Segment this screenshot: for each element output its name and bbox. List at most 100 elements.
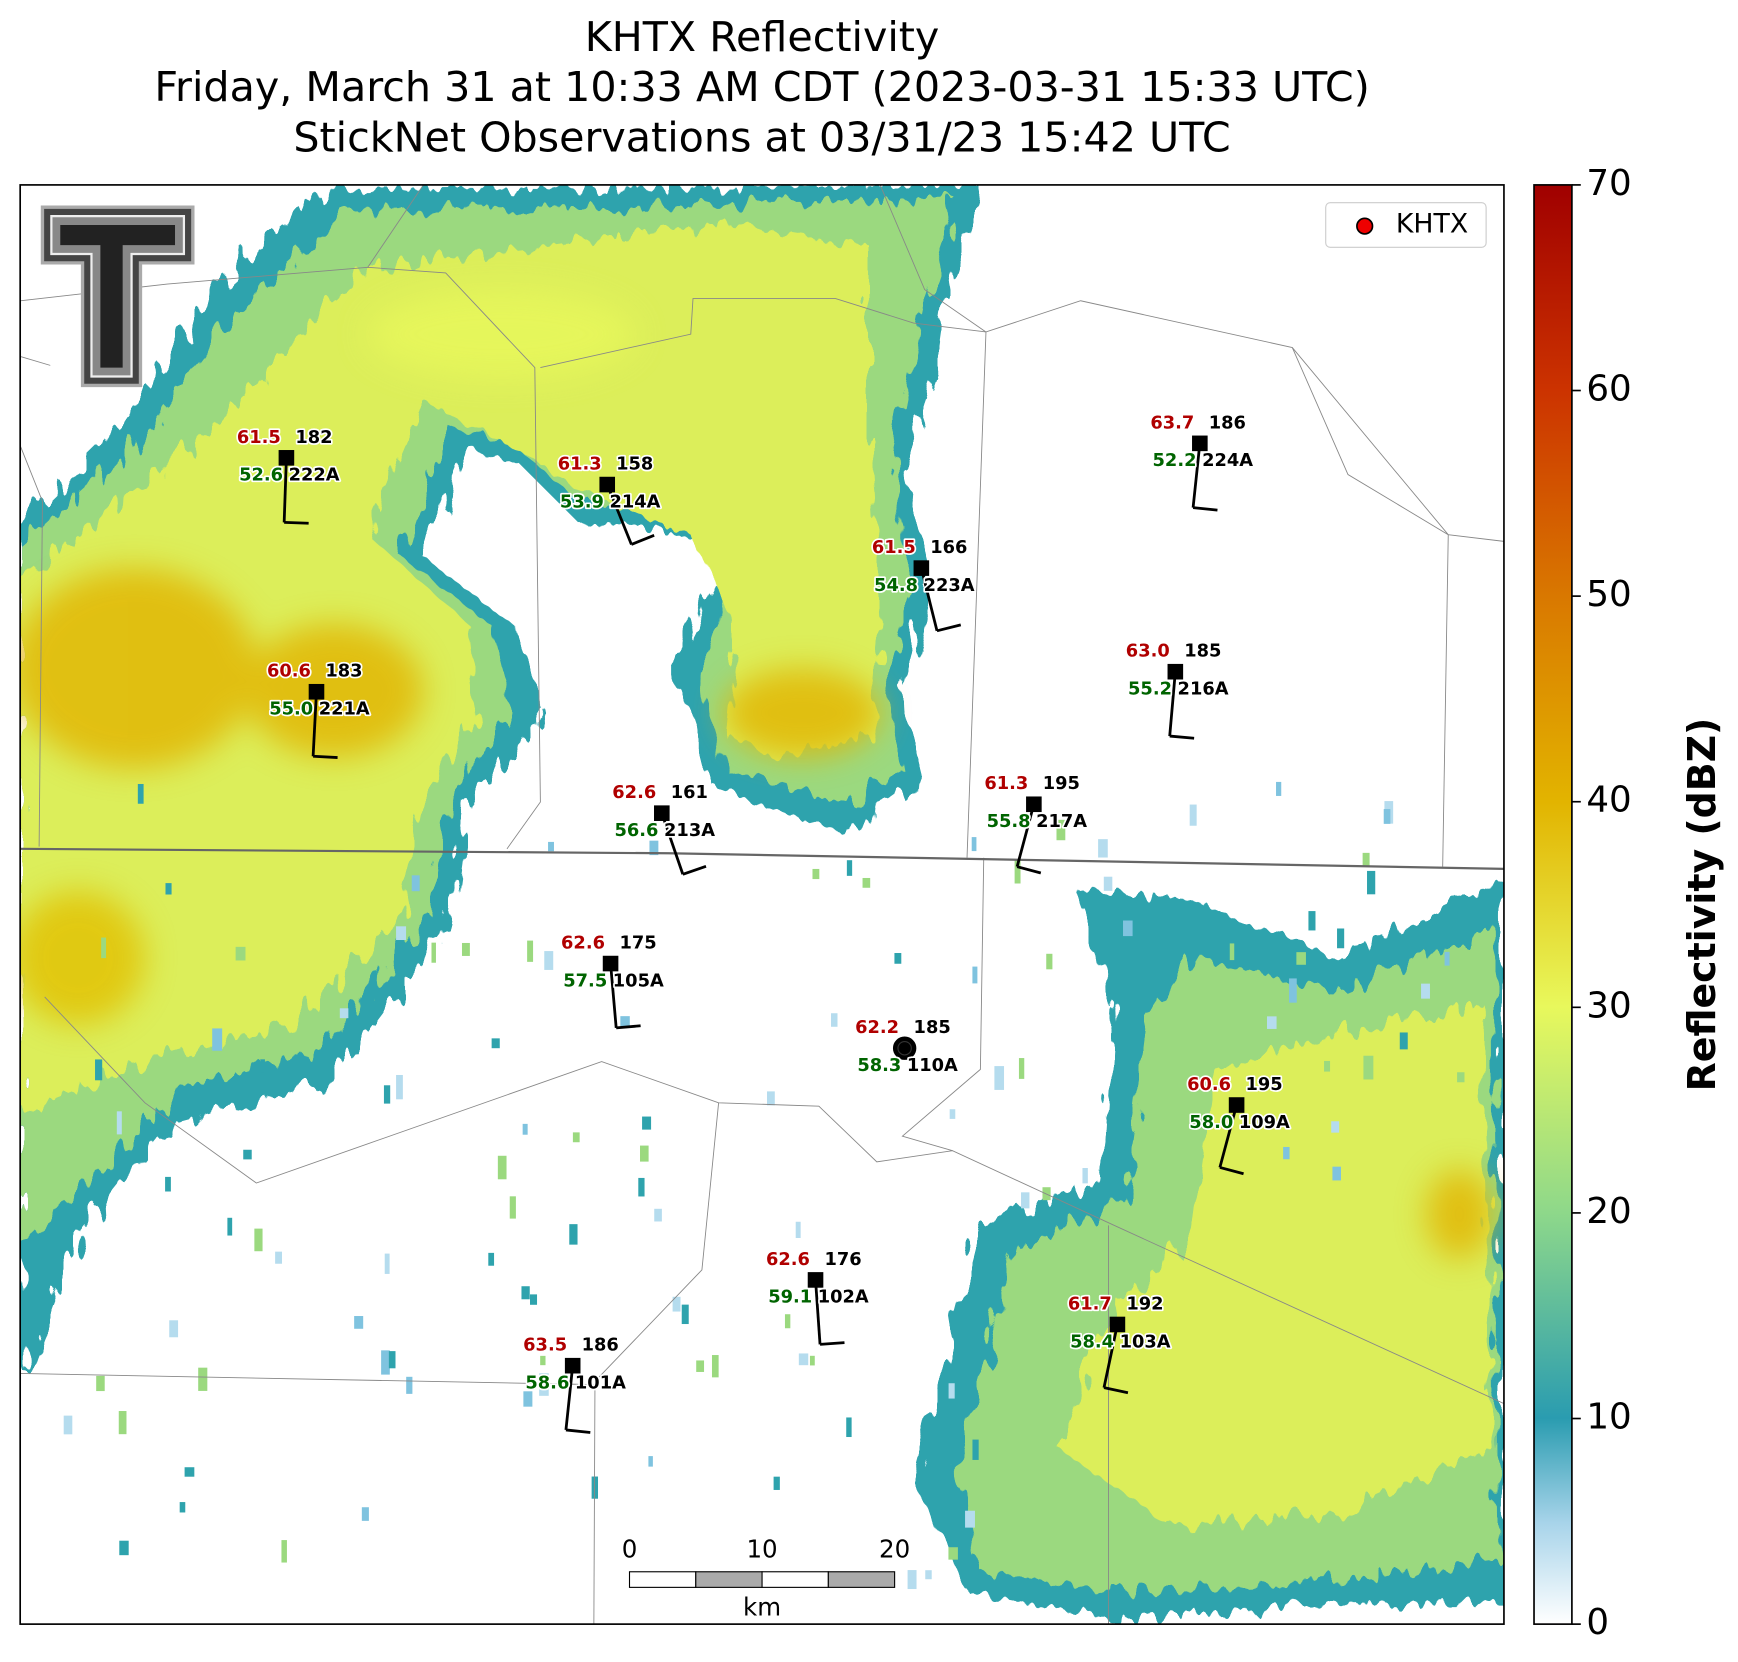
station-id: 214A	[609, 491, 660, 512]
reflectivity-core	[20, 289, 1493, 1259]
station-id: 109A	[1239, 1112, 1290, 1133]
speck	[361, 1507, 369, 1521]
wind-direction: 195	[1246, 1074, 1283, 1095]
speck	[522, 1123, 528, 1135]
temperature: 62.6	[766, 1249, 810, 1270]
scale-segment	[761, 1571, 829, 1588]
stations: 61.5 182 52.6 222A 61.3 158 53.9 214A 63.7 186 52.…	[235, 411, 1292, 1434]
wind-barb	[564, 1365, 575, 1431]
dewpoint: 58.3	[857, 1055, 901, 1076]
speck	[281, 1540, 287, 1563]
speck	[907, 1570, 917, 1590]
speck	[491, 1038, 500, 1049]
speck	[1363, 1055, 1374, 1080]
title-line: KHTX Reflectivity	[585, 13, 940, 61]
scale-tick-label: 20	[879, 1535, 910, 1564]
speck	[1332, 1166, 1341, 1181]
speck	[994, 1066, 1005, 1090]
speck	[925, 1570, 932, 1580]
speck	[1267, 1016, 1277, 1029]
speck	[638, 1177, 645, 1197]
station-marker	[564, 1357, 581, 1374]
calm-ring	[897, 1040, 912, 1056]
dewpoint: 58.6	[525, 1373, 569, 1394]
speck	[431, 942, 436, 963]
temperature: 62.2	[855, 1017, 899, 1038]
speck	[212, 1028, 223, 1051]
dewpoint: 58.0	[1189, 1112, 1233, 1133]
speck	[1276, 781, 1282, 796]
station-id: 224A	[1202, 450, 1253, 471]
dewpoint: 55.8	[987, 811, 1031, 832]
dewpoint: 57.5	[563, 970, 607, 991]
wind-barb-flag	[936, 623, 962, 633]
speck	[523, 1391, 533, 1407]
speck	[383, 1085, 391, 1104]
speck	[948, 1547, 958, 1560]
dewpoint: 55.0	[269, 699, 313, 720]
wind-barb-flag	[1016, 865, 1042, 875]
speck	[972, 1439, 979, 1460]
speck	[179, 1502, 186, 1513]
speck	[971, 837, 977, 852]
speck	[1399, 1032, 1408, 1050]
dewpoint: 54.8	[874, 575, 918, 596]
speck	[1331, 1121, 1340, 1133]
speck	[620, 1016, 630, 1028]
speck	[1018, 1058, 1025, 1079]
speck	[95, 1059, 103, 1081]
station-marker	[654, 805, 670, 821]
speck	[767, 1091, 775, 1106]
dewpoint: 56.6	[615, 820, 659, 841]
wind-barb	[311, 691, 318, 757]
station-marker	[1228, 1097, 1245, 1113]
speck	[396, 1074, 403, 1100]
station-marker	[807, 1272, 824, 1288]
station-id: 105A	[613, 970, 664, 991]
speck	[527, 940, 534, 962]
station-id: 110A	[907, 1055, 958, 1076]
speck	[1383, 809, 1391, 824]
colorbar	[1533, 184, 1573, 1625]
legend-marker	[1356, 217, 1374, 235]
speck	[681, 1304, 689, 1325]
speck	[260, 1059, 265, 1073]
speck	[846, 1417, 852, 1438]
colorbar-tick-label: 60	[1586, 369, 1631, 410]
wind-barb	[1218, 1104, 1238, 1168]
wind-barb	[1015, 803, 1036, 868]
speck	[798, 1353, 809, 1366]
temperature: 61.5	[872, 537, 916, 558]
scale-tick-label: 10	[746, 1535, 777, 1564]
speck	[1367, 870, 1376, 895]
station-id: 103A	[1120, 1331, 1171, 1352]
title: KHTX Reflectivity Friday, March 31 at 10…	[154, 13, 1369, 161]
speck	[812, 868, 820, 880]
wind-barb-flag	[284, 521, 309, 525]
speck	[1082, 1168, 1088, 1184]
scale-bar: km 0 10 20	[622, 1535, 911, 1622]
speck	[381, 1350, 390, 1375]
colorbar-tick-label: 0	[1586, 1602, 1609, 1643]
wind-barb-flag	[682, 864, 707, 876]
speck	[521, 1286, 530, 1300]
wind-barb-flag	[630, 533, 655, 546]
legend-box	[1325, 202, 1487, 248]
speck	[1283, 1146, 1290, 1160]
speck	[184, 1467, 195, 1477]
colorbar-tick-label: 70	[1586, 163, 1631, 204]
speck	[1123, 920, 1133, 937]
speck	[795, 1221, 801, 1239]
wind-barb	[1168, 671, 1177, 737]
speck	[275, 1251, 283, 1264]
speck	[227, 1217, 233, 1236]
speck	[1362, 852, 1370, 867]
speck	[862, 877, 871, 888]
speck	[165, 883, 172, 895]
speck	[949, 1109, 956, 1119]
speck	[63, 1415, 73, 1435]
speck	[165, 1176, 171, 1192]
station-marker	[1167, 663, 1184, 680]
scale-segment	[628, 1571, 697, 1588]
speck	[1421, 983, 1430, 999]
